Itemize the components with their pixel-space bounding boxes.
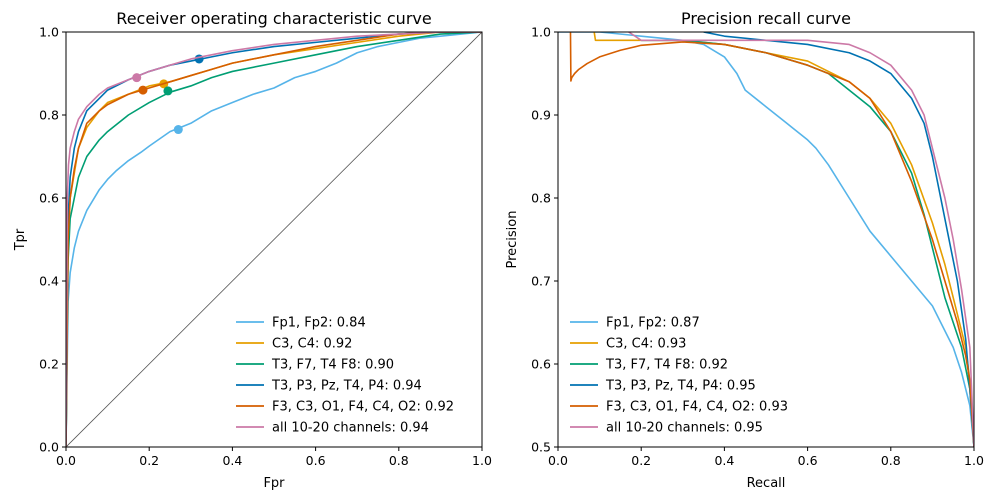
legend-label-4: F3, C3, O1, F4, C4, O2: 0.92 (272, 400, 454, 415)
x-tick-label: 0.2 (631, 453, 651, 468)
y-tick-label: 1.0 (39, 25, 59, 40)
legend-label-4: F3, C3, O1, F4, C4, O2: 0.93 (606, 400, 788, 415)
chart-title: Receiver operating characteristic curve (116, 9, 431, 28)
plot-lines (558, 32, 974, 447)
x-axis-label: Recall (747, 476, 786, 491)
series-line-5 (66, 32, 482, 447)
legend-label-2: T3, F7, T4 F8: 0.92 (605, 358, 728, 373)
y-tick-label: 0.8 (531, 191, 551, 206)
y-tick-label: 0.5 (531, 440, 551, 455)
y-tick-label: 0.4 (39, 274, 59, 289)
y-axis-label: Tpr (13, 228, 28, 251)
series-line-0 (66, 32, 482, 447)
operating-point-marker-4 (138, 85, 148, 95)
legend-label-1: C3, C4: 0.93 (606, 337, 686, 352)
operating-point-marker-5 (132, 73, 142, 83)
x-axis-label: Fpr (263, 476, 285, 491)
x-tick-label: 0.0 (548, 453, 568, 468)
x-tick-label: 0.8 (389, 453, 409, 468)
y-tick-label: 0.7 (531, 274, 551, 289)
chart-1: 0.0 0.2 0.4 0.6 0.8 1.0 0.5 0.6 0.7 0.8 0.9 1.0 Prec… (505, 9, 984, 491)
legend-label-2: T3, F7, T4 F8: 0.90 (271, 358, 394, 373)
legend-label-5: all 10-20 channels: 0.94 (272, 421, 429, 436)
legend-label-3: T3, P3, Pz, T4, P4: 0.95 (605, 379, 756, 394)
series-line-4 (66, 32, 482, 447)
operating-point-marker-2 (163, 86, 173, 96)
y-tick-label: 0.6 (531, 357, 551, 372)
y-tick-label: 1.0 (531, 25, 551, 40)
legend-label-5: all 10-20 channels: 0.95 (606, 421, 763, 436)
legend-label-0: Fp1, Fp2: 0.87 (606, 316, 700, 331)
axes-frame (557, 31, 975, 448)
chart-title: Precision recall curve (681, 9, 851, 28)
legend-label-3: T3, P3, Pz, T4, P4: 0.94 (271, 379, 422, 394)
series-line-5 (628, 32, 974, 447)
series-line-3 (703, 32, 974, 447)
legend-label-1: C3, C4: 0.92 (272, 337, 352, 352)
plot-area (558, 32, 974, 447)
series-line-2 (66, 32, 482, 447)
plot-lines (66, 32, 482, 447)
y-tick-label: 0.6 (39, 191, 59, 206)
x-tick-label: 0.4 (222, 453, 242, 468)
y-tick-label: 0.8 (39, 108, 59, 123)
x-tick-label: 0.8 (881, 453, 901, 468)
axes-frame (65, 31, 483, 448)
y-tick-label: 0.2 (39, 357, 59, 372)
operating-point-marker-3 (194, 54, 204, 64)
y-axis-label: Precision (505, 210, 520, 268)
operating-point-marker-0 (173, 125, 183, 135)
legend-label-0: Fp1, Fp2: 0.84 (272, 316, 366, 331)
y-tick-label: 0.0 (39, 440, 59, 455)
legend: Fp1, Fp2: 0.87 C3, C4: 0.93 T3, F7, T4 F8:… (570, 316, 788, 436)
x-tick-label: 0.6 (306, 453, 326, 468)
chart-0: 0.0 0.2 0.4 0.6 0.8 1.0 0.0 0.2 0.4 0.6 0.8 1.0 Rece… (13, 9, 492, 491)
x-tick-label: 0.2 (139, 453, 159, 468)
x-tick-label: 0.6 (798, 453, 818, 468)
x-tick-label: 1.0 (472, 453, 492, 468)
legend: Fp1, Fp2: 0.84 C3, C4: 0.92 T3, F7, T4 F8:… (236, 316, 454, 436)
x-tick-label: 0.4 (714, 453, 734, 468)
series-line-4 (569, 32, 974, 447)
x-tick-label: 1.0 (964, 453, 984, 468)
diagonal-reference-line (66, 32, 482, 447)
x-tick-label: 0.0 (56, 453, 76, 468)
y-tick-label: 0.9 (531, 108, 551, 123)
